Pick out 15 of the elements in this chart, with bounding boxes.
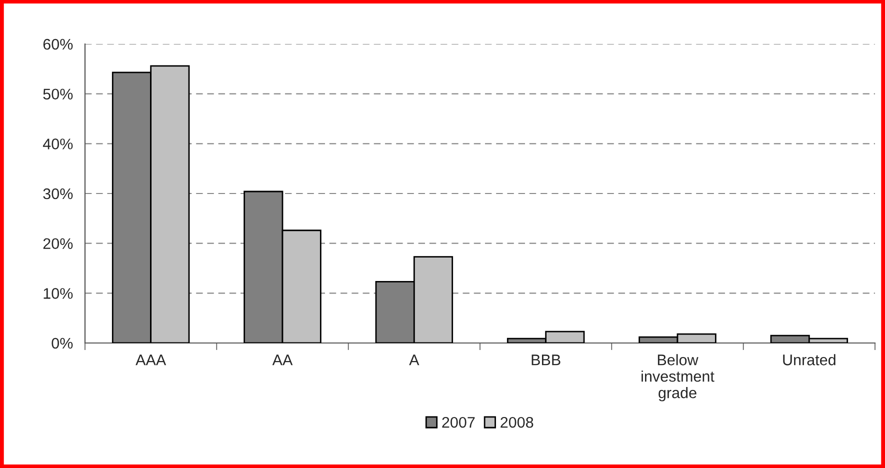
y-tick-label: 60% — [43, 38, 73, 50]
x-tick-label: AAA — [136, 354, 166, 366]
x-tick-label: A — [409, 354, 420, 366]
x-tick-label: AA — [272, 354, 293, 366]
legend-label: 2007 — [442, 416, 475, 428]
y-tick-label: 30% — [43, 188, 73, 200]
y-tick-label: 10% — [44, 288, 73, 299]
y-tick-label: 20% — [43, 238, 73, 250]
x-tick-label: Below investment grade — [642, 354, 714, 402]
y-tick-label: 50% — [43, 88, 73, 100]
legend-label: 2008 — [500, 416, 534, 428]
y-tick-label: 40% — [42, 138, 73, 150]
y-tick-label: 0% — [52, 338, 73, 349]
x-tick-label: Unrated — [783, 354, 836, 366]
x-tick-label: BBB — [532, 354, 560, 366]
